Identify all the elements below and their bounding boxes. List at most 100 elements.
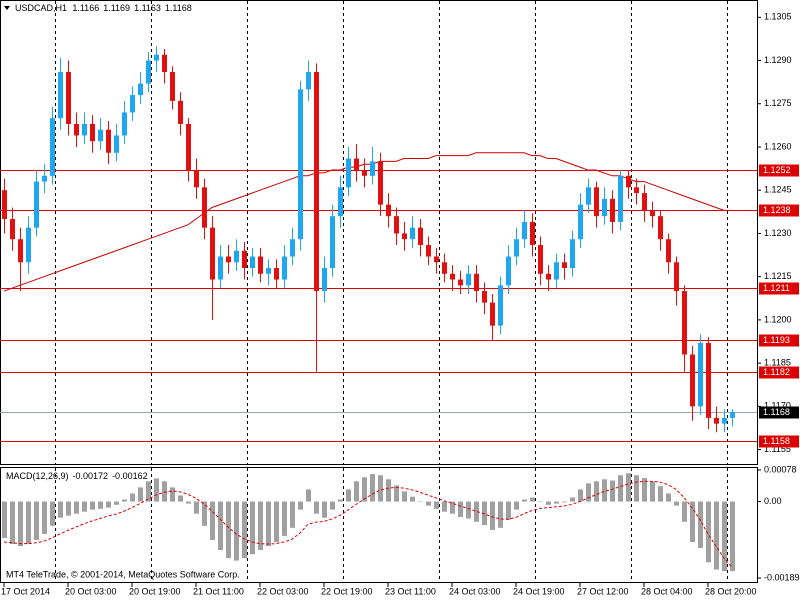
- candle-body: [370, 161, 375, 176]
- candle-body: [242, 250, 247, 269]
- macd-bar: [74, 501, 79, 514]
- macd-bar: [674, 501, 679, 506]
- x-tick-label: 24 Oct 19:00: [513, 586, 565, 596]
- candle-body: [162, 54, 167, 73]
- candle-body: [418, 227, 423, 245]
- candle-body: [666, 239, 671, 263]
- candle-body: [682, 291, 687, 355]
- x-tick-label: 21 Oct 11:00: [193, 586, 244, 596]
- candle-body: [458, 279, 463, 286]
- macd-bar: [98, 501, 103, 509]
- macd-bar: [298, 501, 303, 510]
- macd-bar: [362, 477, 367, 502]
- level-label-bg: [759, 204, 799, 217]
- candle-body: [42, 175, 47, 182]
- header-value: 1.1166: [72, 3, 99, 13]
- symbol: USDCAD,H1: [15, 3, 67, 13]
- macd-bar: [594, 481, 599, 502]
- current-price-bg: [759, 406, 799, 419]
- macd-bar: [602, 479, 607, 502]
- candle-body: [218, 256, 223, 280]
- candle-body: [426, 244, 431, 257]
- candle-body: [594, 187, 599, 217]
- level-label-bg: [759, 164, 799, 177]
- candle-body: [674, 262, 679, 292]
- macd-bar: [266, 501, 271, 547]
- y-tick-label: 1.1155: [764, 444, 791, 454]
- main-panel: [0, 0, 758, 465]
- candle-body: [330, 216, 335, 269]
- candle-body: [570, 239, 575, 269]
- macd-bar: [506, 501, 511, 520]
- macd-bar: [634, 475, 639, 502]
- candle-body: [602, 198, 607, 217]
- candle-body: [50, 118, 55, 176]
- candle-body: [506, 256, 511, 286]
- macd-bar: [146, 481, 151, 502]
- y-tick-label: 1.1170: [764, 401, 791, 411]
- y-tick-label: 1.1290: [764, 55, 792, 65]
- macd-bar: [58, 501, 63, 518]
- candle-body: [378, 161, 383, 205]
- candle-body: [474, 273, 479, 292]
- y-tick-label: 1.1230: [764, 228, 792, 238]
- macd-panel: [0, 467, 758, 583]
- macd-bar: [82, 501, 87, 512]
- candle-body: [450, 273, 455, 280]
- candle-body: [530, 221, 535, 245]
- macd-bar: [306, 489, 311, 502]
- macd-bar: [2, 501, 7, 538]
- candle-body: [410, 227, 415, 240]
- macd-bar: [442, 501, 447, 512]
- candle-body: [698, 342, 703, 407]
- candle-body: [122, 112, 127, 136]
- candle-body: [650, 210, 655, 217]
- macd-bar: [274, 501, 279, 542]
- macd-bar: [562, 501, 567, 503]
- candle-body: [610, 198, 615, 222]
- candle-body: [642, 193, 647, 211]
- macd-bar: [106, 501, 111, 508]
- candle-body: [114, 135, 119, 153]
- candle-body: [10, 219, 15, 240]
- header-value: 1.1168: [165, 3, 192, 13]
- macd-bar: [162, 481, 167, 502]
- header-value: 1.1169: [103, 3, 130, 13]
- candle-body: [722, 417, 727, 424]
- macd-bar: [258, 501, 263, 551]
- macd-bar: [226, 501, 231, 559]
- macd-bar: [546, 501, 551, 505]
- level-label-bg: [759, 366, 799, 379]
- candle-body: [402, 233, 407, 240]
- candle-body: [106, 129, 111, 153]
- candle-body: [730, 412, 735, 418]
- candle-body: [154, 54, 159, 61]
- macd-bar: [186, 501, 191, 504]
- macd-bar: [194, 501, 199, 514]
- candle-body: [58, 72, 63, 119]
- macd-bar: [698, 501, 703, 549]
- macd-bar: [210, 501, 215, 540]
- macd-bar: [538, 501, 543, 503]
- indicator-value: -0.00162: [112, 471, 148, 481]
- macd-bar: [386, 479, 391, 502]
- macd-bar: [450, 501, 455, 514]
- macd-bar: [138, 487, 143, 502]
- y-tick-label: 0.00: [764, 496, 782, 506]
- candle-body: [442, 262, 447, 274]
- candle-body: [18, 239, 23, 263]
- macd-bar: [394, 485, 399, 502]
- candle-body: [554, 262, 559, 280]
- candle-body: [170, 72, 175, 101]
- macd-bar: [170, 487, 175, 502]
- macd-bar: [570, 497, 575, 502]
- macd-bar: [586, 483, 591, 502]
- macd-bar: [466, 501, 471, 519]
- candle-body: [90, 123, 95, 142]
- candle-body: [2, 190, 7, 220]
- macd-bar: [690, 501, 695, 542]
- macd-bar: [346, 489, 351, 502]
- candle-body: [362, 170, 367, 176]
- macd-bar: [218, 501, 223, 551]
